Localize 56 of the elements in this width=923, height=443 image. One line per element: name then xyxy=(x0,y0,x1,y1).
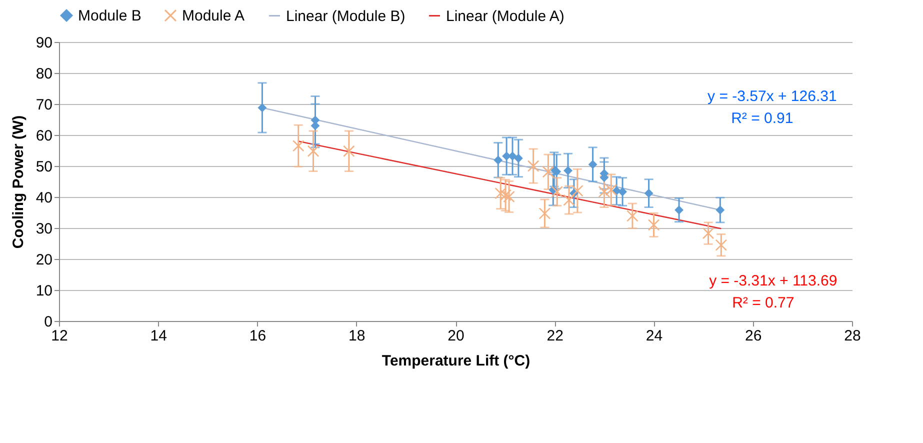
legend-label: Module A xyxy=(182,8,245,25)
y-tick-label: 40 xyxy=(36,190,52,206)
y-tick-label: 90 xyxy=(36,34,52,52)
x-tick-label: 22 xyxy=(546,328,564,344)
point xyxy=(292,140,304,152)
point xyxy=(644,188,654,198)
y-tick-label: 10 xyxy=(36,282,52,300)
y-tick-label: 70 xyxy=(36,96,52,114)
x-tick-label: 18 xyxy=(348,328,366,344)
y-tick-label: 60 xyxy=(36,128,52,144)
point xyxy=(494,156,503,165)
y-tick-label: 50 xyxy=(36,158,52,176)
point xyxy=(552,167,562,176)
point xyxy=(605,184,618,196)
point xyxy=(500,189,512,202)
point xyxy=(514,154,523,163)
point xyxy=(618,187,627,196)
x-tick-label: 14 xyxy=(150,328,167,344)
y-tick-label: 30 xyxy=(36,220,52,238)
point xyxy=(598,186,610,198)
x-tick-label: 24 xyxy=(646,328,663,344)
point xyxy=(563,194,575,206)
legend-label: Module B xyxy=(78,8,142,25)
point xyxy=(343,145,355,158)
point xyxy=(564,166,572,176)
y-tick-label: 0 xyxy=(44,314,52,330)
point xyxy=(551,186,563,198)
x-tick-label: 26 xyxy=(745,328,762,344)
annotation: y = -3.31x + 113.69 xyxy=(709,272,838,290)
point xyxy=(648,219,660,231)
y-tick-label: 20 xyxy=(36,252,52,268)
y-tick-label: 80 xyxy=(36,66,52,82)
point xyxy=(503,190,515,203)
point xyxy=(527,160,540,172)
point xyxy=(626,210,638,222)
point xyxy=(542,166,554,178)
annotation: R² = 0.91 xyxy=(731,110,794,128)
legend-label: Linear (Module B) xyxy=(286,8,406,25)
y-axis-title: Cooling Power (W) xyxy=(10,115,27,249)
x-tick-label: 16 xyxy=(249,328,266,344)
annotation: y = -3.57x + 126.31 xyxy=(708,88,837,106)
point xyxy=(494,187,506,200)
x-tick-label: 12 xyxy=(51,328,68,344)
point xyxy=(716,206,725,214)
point xyxy=(588,160,598,169)
point xyxy=(715,239,728,251)
point xyxy=(307,145,320,158)
x-axis-title: Temperature Lift (°C) xyxy=(382,352,530,370)
point xyxy=(258,103,267,112)
annotation: R² = 0.77 xyxy=(732,294,794,312)
point xyxy=(538,208,551,220)
x-tick-label: 20 xyxy=(448,328,464,344)
point xyxy=(702,227,714,240)
point xyxy=(674,206,684,214)
x-tick-label: 28 xyxy=(844,328,861,344)
legend-label: Linear (Module A) xyxy=(446,8,564,25)
